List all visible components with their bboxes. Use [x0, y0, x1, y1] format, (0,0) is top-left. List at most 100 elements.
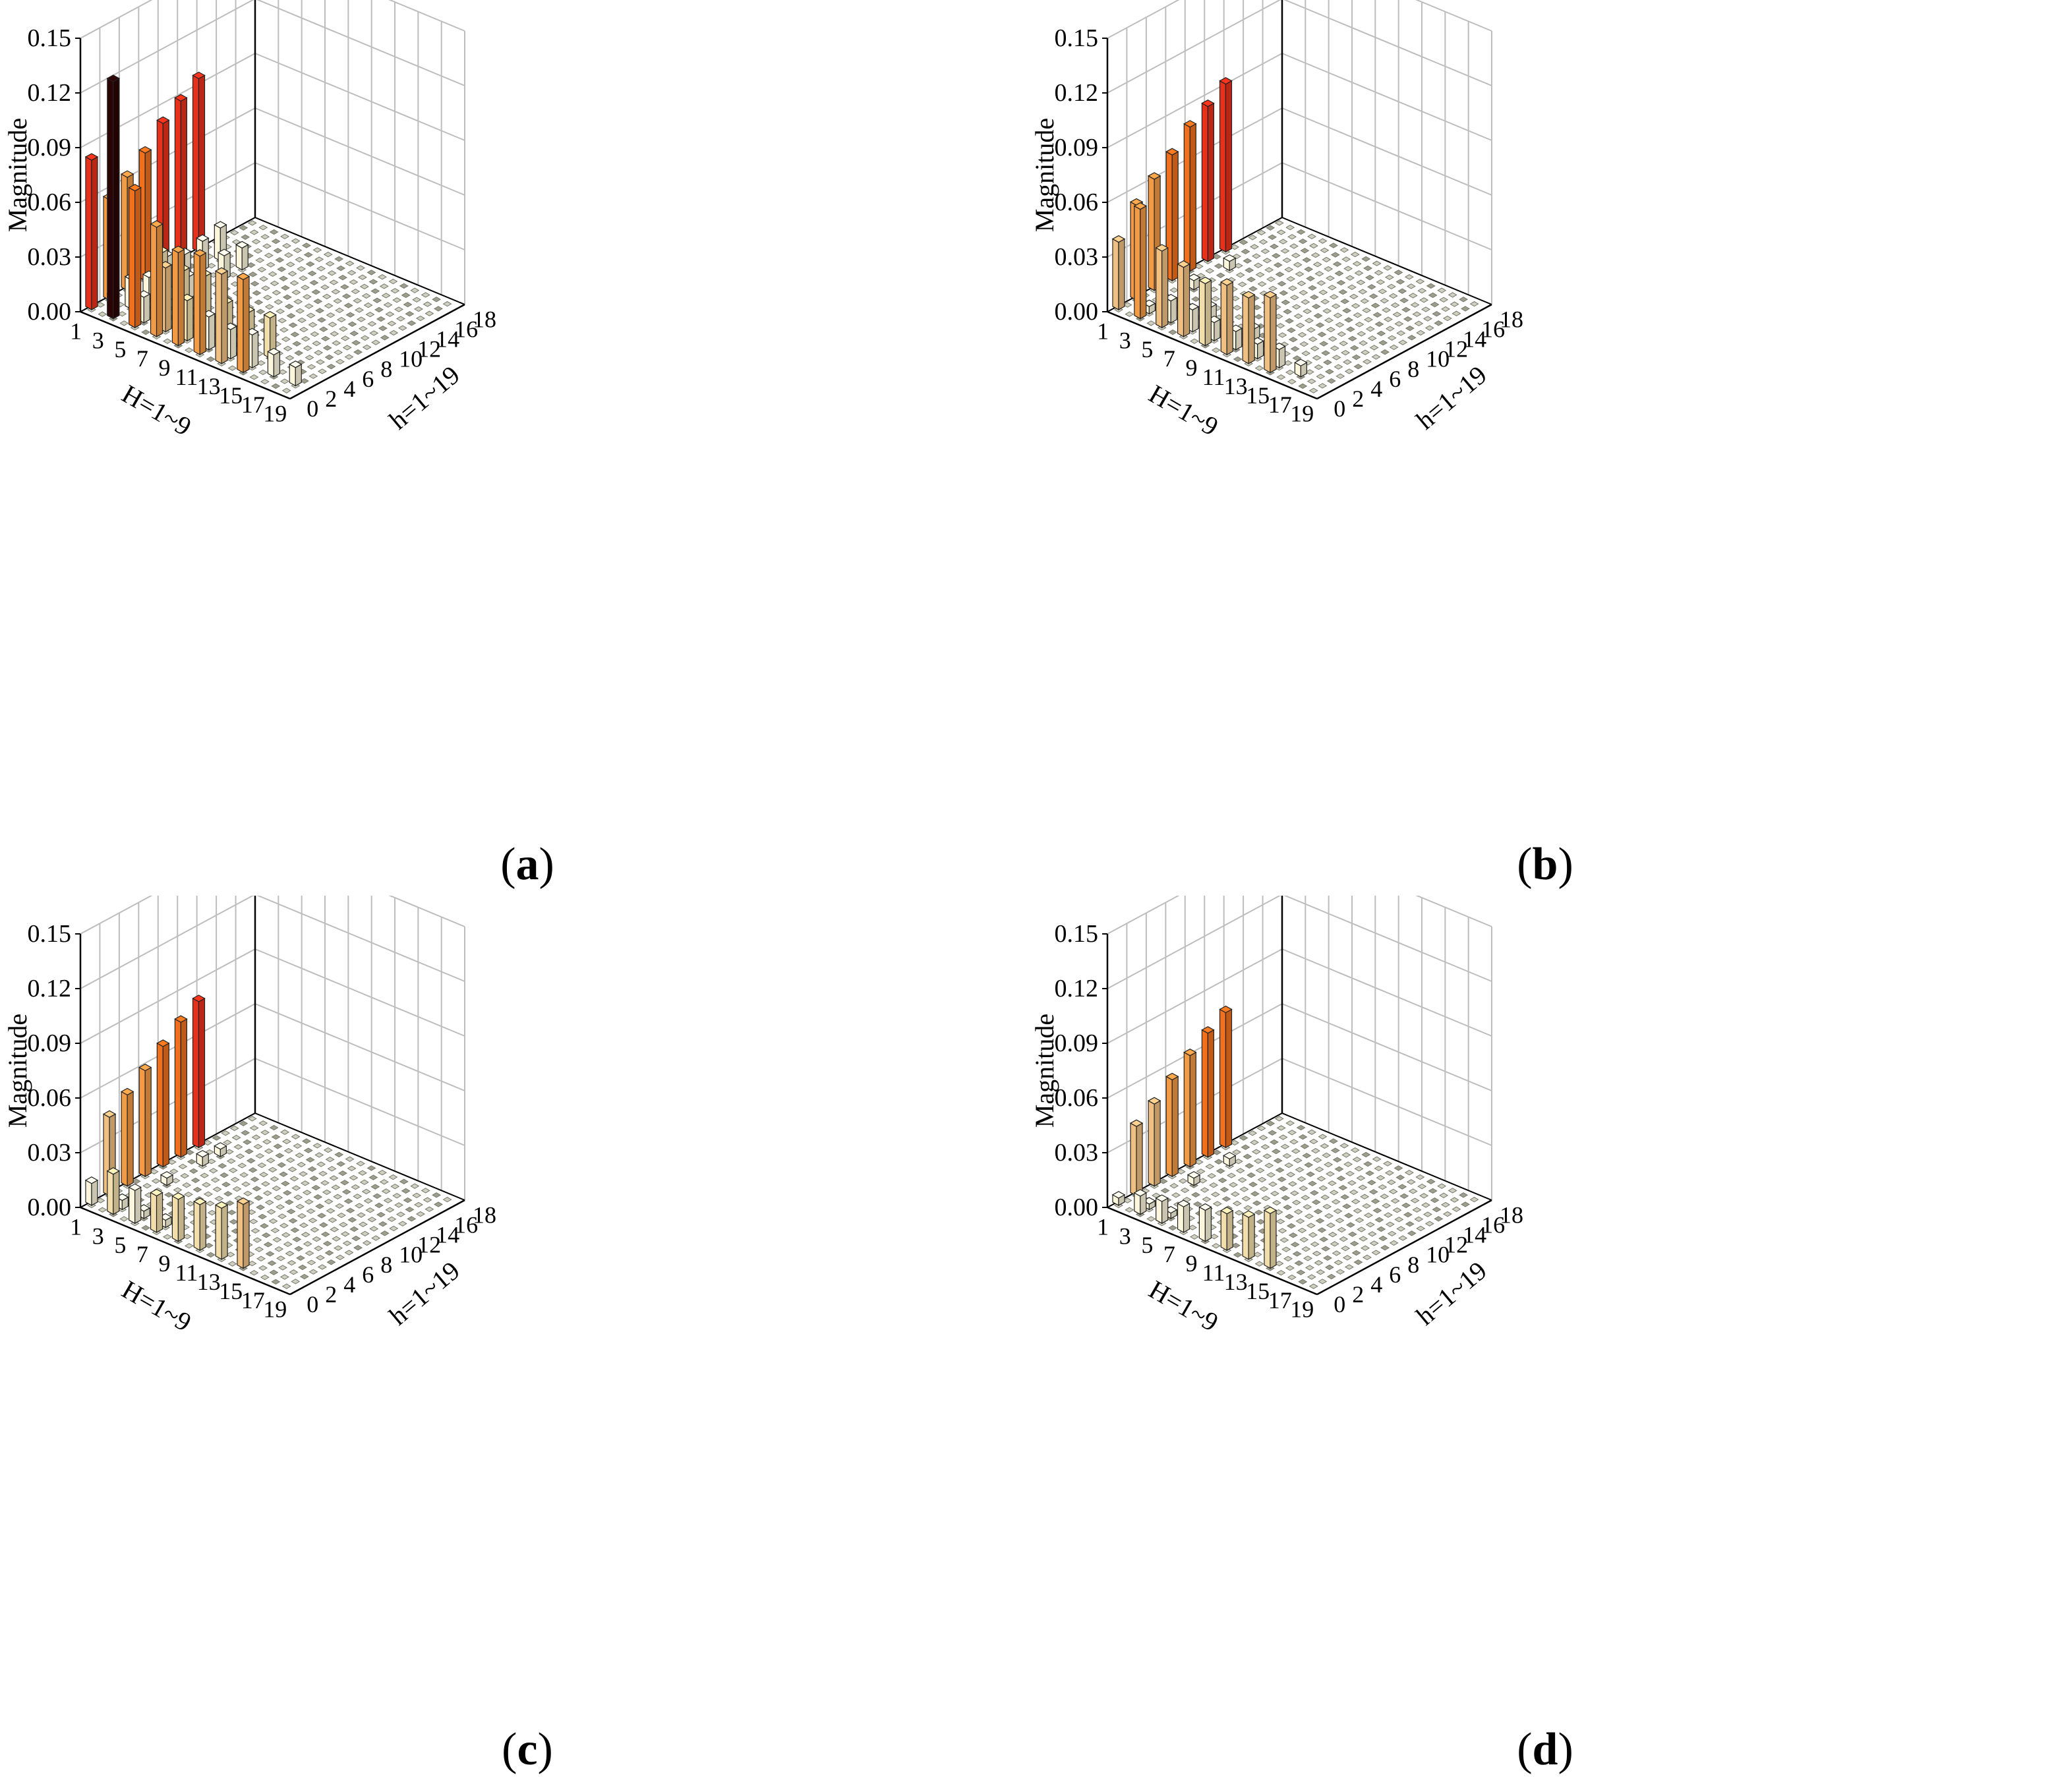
- z-axis-label: Magnitude: [3, 118, 32, 232]
- main-bar: [192, 71, 206, 253]
- floor-marker: [1361, 349, 1370, 355]
- floor-marker: [1394, 270, 1403, 275]
- floor-marker: [1354, 1166, 1364, 1172]
- x-tick-label: 11: [1202, 1259, 1225, 1286]
- z-tick-label: 0.12: [1055, 975, 1099, 1002]
- floor-marker: [291, 1134, 301, 1140]
- floor-marker: [249, 1270, 259, 1276]
- bar-right-face: [241, 244, 249, 271]
- floor-marker: [1318, 1185, 1328, 1191]
- floor-marker: [221, 1182, 231, 1188]
- z-tick-label: 0.03: [28, 1139, 72, 1167]
- floor-marker: [311, 289, 321, 295]
- bar-left-face: [235, 244, 243, 271]
- floor-marker: [401, 1188, 411, 1194]
- floor-marker: [1385, 326, 1395, 332]
- floor-marker: [227, 1261, 237, 1267]
- floor-marker: [1299, 1185, 1308, 1192]
- floor-marker: [397, 1221, 407, 1227]
- floor-marker: [371, 339, 381, 345]
- y-tick-label: 6: [1389, 366, 1401, 392]
- floor-back-right: [1281, 217, 1492, 305]
- floor-marker: [1341, 256, 1351, 262]
- floor-marker: [1388, 293, 1398, 299]
- floor-marker: [315, 1203, 325, 1209]
- floor-marker: [1272, 1199, 1281, 1206]
- floor-marker: [287, 271, 297, 277]
- floor-marker: [1248, 286, 1258, 292]
- floor-marker: [1398, 339, 1408, 345]
- floor-marker: [1291, 1148, 1301, 1154]
- floor-marker: [250, 1228, 260, 1234]
- floor-marker: [1380, 349, 1390, 355]
- floor-marker: [1293, 262, 1303, 268]
- floor-marker: [378, 1221, 388, 1227]
- floor-marker: [1207, 1172, 1217, 1179]
- x-tick-label: 7: [136, 345, 148, 372]
- x-tick-label: 9: [158, 1250, 170, 1277]
- floor-marker: [356, 1212, 366, 1218]
- floor-marker: [1301, 299, 1310, 305]
- bar-top-face: [193, 1198, 207, 1205]
- floor-marker: [1209, 1233, 1219, 1240]
- floor-marker: [1205, 268, 1215, 274]
- floor-marker: [383, 302, 393, 308]
- bars: [1111, 76, 1308, 378]
- floor-marker: [1388, 1188, 1398, 1195]
- floor-marker: [1243, 258, 1252, 264]
- floor-marker: [1289, 243, 1299, 249]
- floor-marker: [359, 1179, 369, 1186]
- floor-marker: [1232, 304, 1242, 311]
- floor-marker: [1275, 272, 1285, 277]
- bar-right-face: [1225, 80, 1233, 253]
- floor-marker: [322, 293, 332, 300]
- bars: [84, 71, 303, 387]
- floor-marker: [1282, 257, 1292, 264]
- floor-marker: [1302, 1153, 1312, 1159]
- bar-left-face: [1165, 1076, 1173, 1178]
- floor-marker: [1191, 296, 1200, 303]
- floor-marker: [1350, 251, 1360, 258]
- bar-top-face: [196, 1149, 210, 1158]
- x-tick-label: 7: [136, 1241, 148, 1267]
- floor-marker: [241, 1181, 250, 1187]
- floor-marker: [1295, 271, 1305, 277]
- floor-marker: [1270, 243, 1279, 250]
- bar-right-face: [1248, 294, 1255, 364]
- floor-marker: [1254, 365, 1264, 371]
- floor-marker: [290, 332, 300, 337]
- floor-marker: [164, 1192, 173, 1198]
- main-bar: [1155, 244, 1169, 329]
- floor-marker: [183, 1192, 193, 1198]
- main-bar: [84, 1176, 99, 1206]
- floor-marker: [1330, 1241, 1339, 1247]
- bar-top-face: [1183, 1048, 1197, 1056]
- floor-marker: [381, 1188, 391, 1194]
- floor-marker: [1285, 1213, 1295, 1220]
- grid-line-right-wall-5: [1415, 896, 1492, 927]
- z-tick-labels: 0.00 0.03 0.06 0.09 0.12 0.15: [1055, 920, 1107, 1221]
- bar-top-face: [120, 1087, 134, 1096]
- floor-marker: [221, 1130, 231, 1136]
- main-bar: [1241, 1210, 1256, 1260]
- floor-marker: [1320, 247, 1330, 253]
- floor-marker: [330, 1227, 339, 1232]
- bar-top-face: [267, 347, 281, 356]
- floor-marker: [1230, 1140, 1240, 1146]
- floor-marker: [289, 1269, 299, 1275]
- floor-marker: [1342, 1203, 1352, 1209]
- floor-marker: [325, 1157, 335, 1163]
- floor-marker: [202, 1182, 212, 1188]
- floor-marker: [1337, 331, 1347, 337]
- floor-marker: [1364, 1170, 1374, 1176]
- floor-marker: [1300, 1143, 1310, 1149]
- z-tick-label: 0.03: [1055, 243, 1099, 271]
- floor-marker: [317, 1264, 327, 1270]
- bar-left-face: [267, 351, 274, 378]
- bar-left-face: [150, 1192, 158, 1233]
- main-bar: [1133, 1189, 1148, 1215]
- bar-left-face: [1156, 1197, 1163, 1225]
- main-bar: [1219, 76, 1233, 253]
- floor-marker: [324, 303, 334, 309]
- floor-marker: [1196, 1169, 1206, 1174]
